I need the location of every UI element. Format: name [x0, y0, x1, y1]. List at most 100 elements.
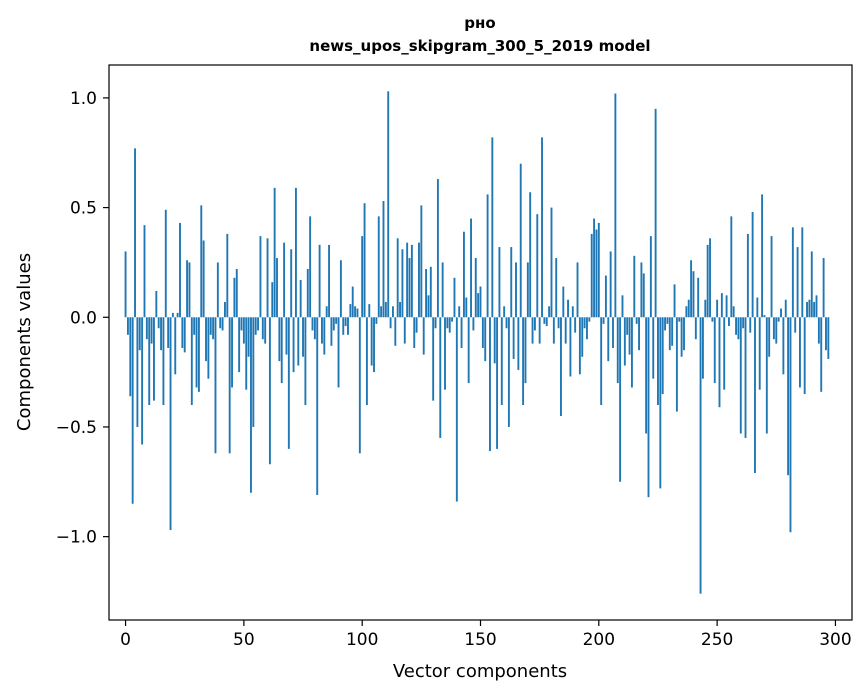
- bar: [706, 244, 709, 318]
- bar: [169, 317, 172, 531]
- bar: [685, 306, 688, 318]
- bar: [212, 317, 215, 340]
- bar: [453, 277, 456, 318]
- bar: [432, 317, 435, 401]
- bar: [600, 317, 603, 406]
- bar: [361, 236, 364, 318]
- bar: [697, 277, 700, 318]
- bar: [235, 269, 238, 318]
- bar: [481, 317, 484, 348]
- x-axis-label: Vector components: [393, 661, 567, 682]
- bar: [737, 317, 740, 340]
- bar: [193, 317, 196, 335]
- bar: [332, 317, 335, 331]
- bar: [801, 227, 804, 318]
- bar: [380, 306, 383, 318]
- bar: [309, 216, 312, 318]
- bar: [489, 317, 491, 452]
- bar: [280, 317, 283, 384]
- bar: [124, 251, 127, 318]
- bar: [552, 317, 555, 344]
- bar: [420, 205, 423, 318]
- bar: [444, 317, 446, 390]
- bar: [503, 306, 506, 318]
- bar: [138, 317, 141, 351]
- bar: [214, 317, 217, 454]
- bar: [389, 317, 392, 329]
- bar: [472, 317, 475, 331]
- bar: [635, 317, 638, 324]
- bar: [612, 317, 614, 348]
- bar: [526, 262, 529, 318]
- bar: [176, 312, 179, 318]
- bar: [493, 317, 496, 364]
- bar: [351, 286, 354, 318]
- bar: [209, 317, 212, 335]
- bar: [699, 317, 702, 594]
- bar: [439, 317, 442, 438]
- bar: [597, 222, 600, 318]
- bar: [711, 317, 714, 322]
- bar: [666, 317, 669, 324]
- bar: [678, 317, 681, 322]
- bar: [602, 317, 605, 324]
- bar: [181, 317, 184, 348]
- bar: [455, 317, 458, 502]
- bar: [153, 317, 155, 401]
- bar: [278, 317, 281, 362]
- bar: [434, 317, 437, 329]
- bar: [363, 203, 366, 318]
- bar: [394, 317, 397, 346]
- y-tick-label: −0.5: [56, 418, 97, 438]
- bar: [529, 192, 532, 318]
- bar: [758, 317, 761, 390]
- bar: [545, 317, 548, 327]
- bar: [287, 317, 290, 449]
- bar: [365, 317, 368, 406]
- bar: [806, 301, 808, 318]
- bar: [768, 317, 771, 357]
- bar: [661, 317, 664, 395]
- bar: [739, 317, 742, 434]
- bar: [339, 260, 342, 318]
- bar: [183, 317, 186, 353]
- bar: [517, 317, 520, 370]
- bar: [458, 306, 461, 318]
- bar: [304, 317, 307, 406]
- bar: [512, 317, 515, 359]
- bar: [226, 233, 229, 318]
- bar: [713, 317, 716, 384]
- bar: [384, 301, 387, 318]
- bar: [820, 317, 823, 392]
- bar: [150, 317, 153, 344]
- bar: [328, 244, 330, 318]
- bar: [271, 282, 274, 318]
- bar: [614, 93, 617, 318]
- bar: [623, 317, 626, 366]
- bar: [190, 317, 193, 406]
- bar: [780, 308, 782, 318]
- bar: [358, 317, 361, 454]
- bar: [626, 317, 629, 335]
- bar: [510, 247, 513, 318]
- bar: [619, 317, 622, 482]
- bar: [751, 211, 754, 318]
- bar: [645, 317, 648, 434]
- bar: [576, 262, 579, 318]
- bar: [318, 244, 321, 318]
- bar: [548, 306, 551, 318]
- chart-title: рно: [464, 14, 495, 32]
- bar: [145, 317, 148, 340]
- bar: [205, 317, 207, 362]
- bar: [410, 244, 413, 318]
- bar: [533, 317, 536, 331]
- bar: [728, 317, 730, 327]
- bar: [470, 218, 472, 318]
- bar: [202, 240, 205, 318]
- bar: [550, 207, 553, 318]
- bar: [354, 306, 357, 318]
- bar: [723, 317, 726, 390]
- bar: [709, 238, 711, 318]
- bar: [607, 317, 610, 362]
- bar: [418, 242, 420, 318]
